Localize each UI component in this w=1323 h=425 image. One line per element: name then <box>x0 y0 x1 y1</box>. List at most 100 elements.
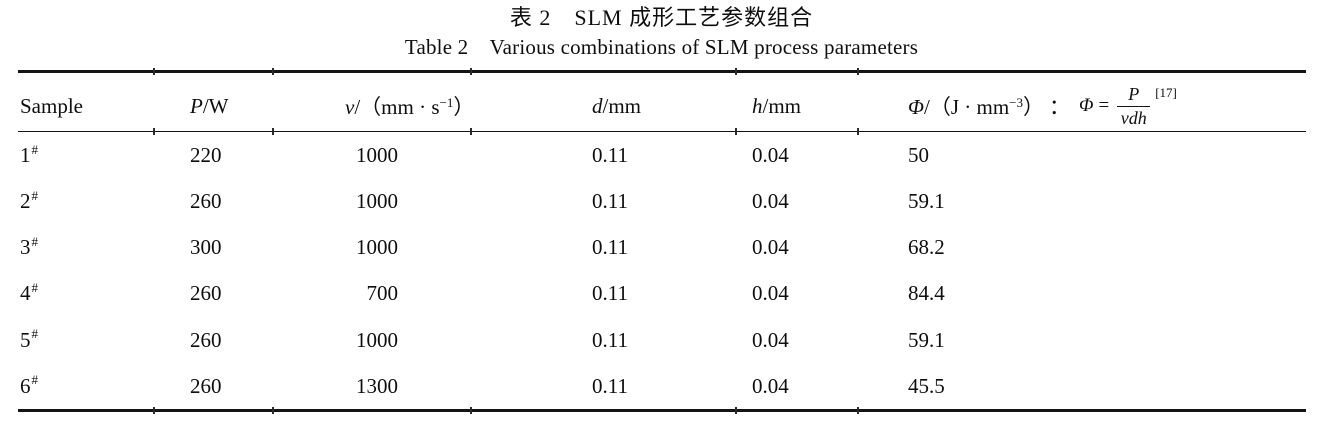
formula-fraction: P vdh <box>1117 84 1151 128</box>
power-variable: P <box>190 93 203 118</box>
energy-unit: /（J · mm <box>924 95 1010 120</box>
power-value: 260 <box>190 327 222 352</box>
column-rule-tick <box>735 128 737 135</box>
speed-cell: 1000 <box>272 143 470 168</box>
column-rule-tick <box>470 407 472 414</box>
d-value: 0.11 <box>592 327 628 352</box>
speed-variable: v <box>345 95 355 120</box>
table-row: 4# 260 700 0.11 0.04 84.4 <box>18 271 1306 317</box>
column-rule-tick <box>857 128 859 135</box>
sample-cell: 3# <box>18 233 153 260</box>
table-bottom-rule <box>18 409 1306 412</box>
energy-value: 45.5 <box>908 373 945 398</box>
speed-value: 1000 <box>356 327 398 352</box>
power-value: 260 <box>190 373 222 398</box>
column-rule-tick <box>272 407 274 414</box>
column-rule-tick <box>470 128 472 135</box>
col-header-h: h/mm <box>735 94 857 119</box>
table-title-zh: 表 2 SLM 成形工艺参数组合 <box>509 5 814 30</box>
column-rule-tick <box>470 68 472 75</box>
d-value: 0.11 <box>592 373 628 398</box>
col-header-d: d/mm <box>470 94 735 119</box>
speed-value: 700 <box>366 281 399 306</box>
sample-superscript: # <box>31 280 39 295</box>
table-header-rule <box>18 131 1306 133</box>
energy-value: 59.1 <box>908 189 945 214</box>
d-value: 0.11 <box>592 189 628 214</box>
speed-unit-close: ） <box>453 95 475 120</box>
h-unit: /mm <box>762 93 802 118</box>
sample-id: 2 <box>20 189 31 214</box>
power-value: 300 <box>190 235 222 260</box>
column-rule-tick <box>857 407 859 414</box>
sample-superscript: # <box>31 326 39 342</box>
header-separator: ： <box>1049 95 1071 120</box>
h-value: 0.04 <box>752 327 789 352</box>
table-row: 6# 260 1300 0.11 0.04 45.5 <box>18 363 1306 409</box>
col-header-sample: Sample <box>18 94 153 119</box>
speed-value: 1300 <box>356 373 398 398</box>
power-value: 260 <box>190 281 222 306</box>
column-rule-tick <box>735 68 737 75</box>
column-rule-tick <box>272 128 274 135</box>
formula-citation: [17] <box>1155 85 1177 101</box>
formula-numerator: P <box>1117 84 1151 107</box>
speed-value: 1000 <box>356 189 398 214</box>
sample-superscript: # <box>31 141 39 157</box>
column-rule-tick <box>153 407 155 414</box>
col-header-energy-density: Φ/（J · mm−3） ： Φ = P vdh [17] <box>857 84 1306 128</box>
formula-equals: = <box>1098 95 1110 117</box>
energy-unit-close: ） <box>1023 95 1045 120</box>
h-variable: h <box>752 93 763 118</box>
sample-superscript: # <box>31 233 39 249</box>
table-row: 1# 220 1000 0.11 0.04 50 <box>18 132 1306 178</box>
speed-unit: /（mm · s <box>354 95 440 120</box>
d-variable: d <box>592 93 603 118</box>
power-value: 260 <box>190 189 222 214</box>
column-rule-tick <box>153 128 155 135</box>
column-rule-tick <box>735 407 737 414</box>
speed-cell: 700 <box>272 281 470 306</box>
table-captions: 表 2 SLM 成形工艺参数组合 Table 2 Various combina… <box>0 5 1323 61</box>
speed-cell: 1300 <box>272 374 470 399</box>
table-row: 2# 260 1000 0.11 0.04 59.1 <box>18 179 1306 225</box>
col-header-laser-power: P/W <box>153 94 272 119</box>
speed-value: 1000 <box>356 235 398 260</box>
sample-cell: 6# <box>18 372 153 399</box>
speed-unit-exponent: −1 <box>439 95 454 111</box>
speed-cell: 1000 <box>272 235 470 260</box>
speed-cell: 1000 <box>272 328 470 353</box>
sample-cell: 5# <box>18 326 153 353</box>
sample-cell: 4# <box>18 280 153 306</box>
col-header-sample-label: Sample <box>20 93 83 118</box>
h-value: 0.04 <box>752 281 789 306</box>
h-value: 0.04 <box>752 235 789 260</box>
energy-variable: Φ <box>908 95 924 120</box>
sample-id: 4 <box>20 281 31 306</box>
sample-id: 1 <box>20 142 31 167</box>
table-top-rule <box>18 70 1306 73</box>
d-value: 0.11 <box>592 142 628 167</box>
formula-denominator: vdh <box>1120 107 1147 128</box>
table-title-en: Table 2 Various combinations of SLM proc… <box>404 35 919 60</box>
table-row: 5# 260 1000 0.11 0.04 59.1 <box>18 317 1306 363</box>
power-unit: /W <box>202 93 229 118</box>
h-value: 0.04 <box>752 373 789 398</box>
sample-superscript: # <box>31 187 39 203</box>
h-value: 0.04 <box>752 189 789 214</box>
power-value: 220 <box>190 142 222 167</box>
sample-id: 3 <box>20 235 31 260</box>
column-rule-tick <box>857 68 859 75</box>
sample-cell: 1# <box>18 141 153 168</box>
parameters-table: Sample P/W v/（mm · s−1） d/mm h/mm Φ/（J ·… <box>18 68 1306 414</box>
h-value: 0.04 <box>752 142 789 167</box>
energy-unit-group: Φ/（J · mm−3） <box>908 91 1044 121</box>
sample-cell: 2# <box>18 187 153 214</box>
sample-id: 6 <box>20 373 31 398</box>
energy-value: 50 <box>908 142 929 167</box>
column-rule-tick <box>272 68 274 75</box>
d-unit: /mm <box>602 93 642 118</box>
speed-value: 1000 <box>356 142 398 167</box>
column-rule-tick <box>153 68 155 75</box>
